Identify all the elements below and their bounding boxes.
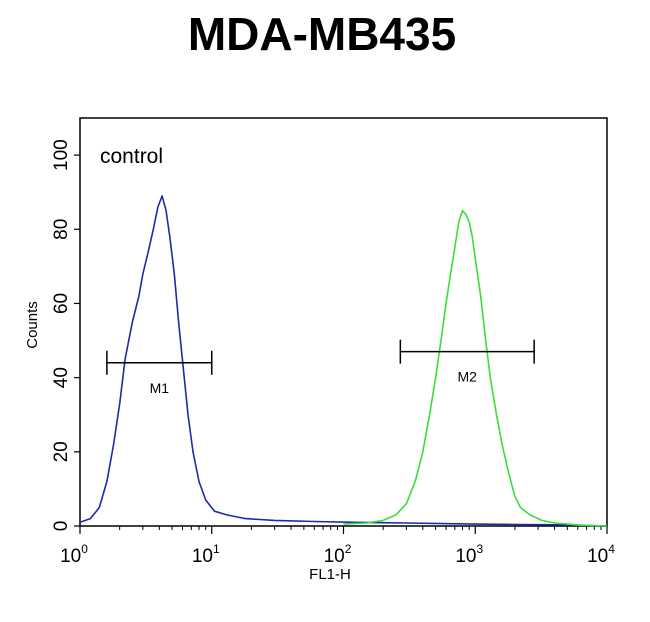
x-tick-label: 102 [324, 542, 352, 567]
histogram-series-2 [343, 209, 608, 527]
plot-frame [79, 117, 608, 527]
y-tick-label: 40 [51, 367, 72, 388]
x-tick-exponent: 2 [345, 542, 352, 556]
control-annotation: control [100, 145, 163, 168]
marker-label: M2 [458, 369, 478, 385]
y-tick-label: 100 [51, 139, 72, 171]
x-tick-label: 101 [192, 542, 220, 567]
x-tick-exponent: 4 [608, 542, 615, 556]
x-tick-base: 10 [455, 546, 476, 567]
y-axis-label: Counts [24, 301, 41, 349]
marker-label: M1 [150, 380, 170, 396]
y-tick-label: 60 [51, 293, 72, 314]
marker-layer: M1 M2 [106, 339, 535, 396]
y-tick-label: 80 [51, 219, 72, 240]
series-layer [79, 195, 608, 527]
x-tick-label: 104 [587, 542, 615, 567]
x-tick-exponent: 0 [81, 542, 88, 556]
x-tick-base: 10 [587, 546, 608, 567]
x-axis-label: FL1-H [309, 566, 351, 583]
x-tick-label: 103 [455, 542, 483, 567]
x-tick-base: 10 [324, 546, 345, 567]
x-tick-exponent: 1 [213, 542, 220, 556]
y-tick-label: 0 [51, 521, 72, 532]
y-axis: 0 20 40 60 80 100 [51, 139, 80, 531]
x-tick-base: 10 [192, 546, 213, 567]
chart-title: MDA-MB435 [188, 8, 456, 60]
y-tick-label: 20 [51, 441, 72, 462]
x-tick-base: 10 [60, 546, 81, 567]
x-axis: 100 101 102 103 104 [60, 526, 615, 567]
histogram-series-1 [79, 195, 608, 527]
x-tick-exponent: 3 [476, 542, 483, 556]
x-tick-label: 100 [60, 542, 88, 567]
